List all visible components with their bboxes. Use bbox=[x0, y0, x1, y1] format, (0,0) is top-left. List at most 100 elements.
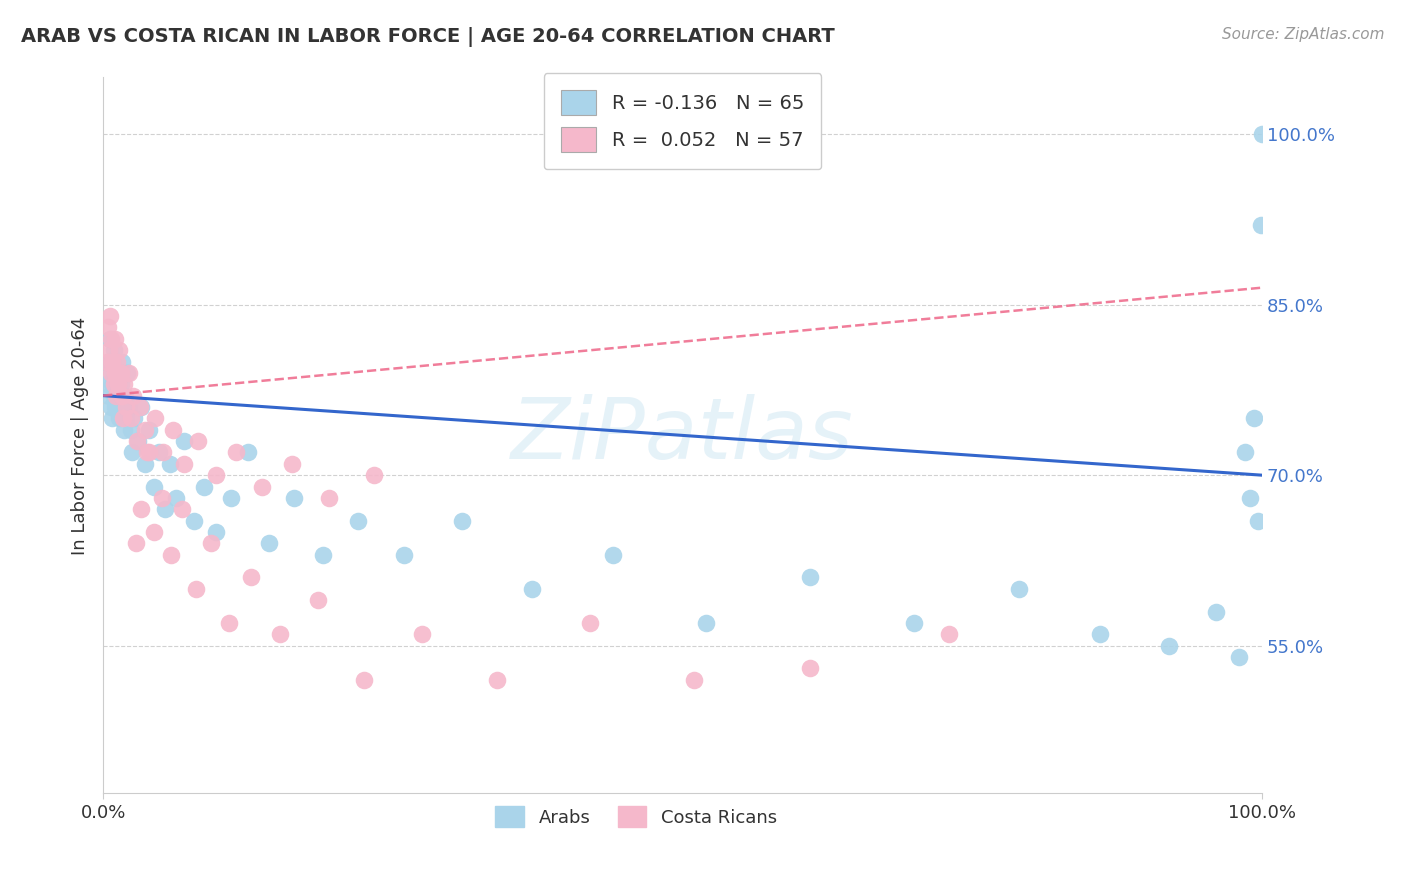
Point bbox=[100, 332, 122, 346]
Point bbox=[173, 434, 195, 448]
Point bbox=[184, 582, 207, 596]
Point bbox=[115, 411, 138, 425]
Point bbox=[122, 389, 145, 403]
Point bbox=[112, 423, 135, 437]
Point bbox=[1227, 650, 1250, 665]
Point bbox=[162, 423, 184, 437]
Point bbox=[486, 673, 509, 687]
Point bbox=[307, 593, 329, 607]
Point bbox=[257, 536, 280, 550]
Point bbox=[97, 343, 120, 358]
Point bbox=[115, 400, 138, 414]
Point bbox=[160, 548, 183, 562]
Point bbox=[125, 434, 148, 448]
Point bbox=[117, 400, 139, 414]
Point bbox=[111, 411, 134, 425]
Point bbox=[104, 400, 127, 414]
Point bbox=[117, 366, 139, 380]
Text: Source: ZipAtlas.com: Source: ZipAtlas.com bbox=[1222, 27, 1385, 42]
Point bbox=[1243, 411, 1265, 425]
Point bbox=[120, 423, 142, 437]
Text: ZiPatlas: ZiPatlas bbox=[512, 394, 853, 477]
Point bbox=[131, 400, 153, 414]
Point bbox=[98, 366, 121, 380]
Point bbox=[97, 389, 120, 403]
Point bbox=[159, 457, 181, 471]
Point bbox=[111, 354, 134, 368]
Point bbox=[98, 309, 121, 323]
Point bbox=[150, 491, 173, 505]
Legend: Arabs, Costa Ricans: Arabs, Costa Ricans bbox=[488, 799, 785, 834]
Point bbox=[1159, 639, 1181, 653]
Point bbox=[103, 343, 125, 358]
Point bbox=[187, 434, 209, 448]
Point bbox=[111, 400, 134, 414]
Point bbox=[240, 570, 263, 584]
Point bbox=[1247, 514, 1270, 528]
Point bbox=[143, 479, 166, 493]
Point bbox=[104, 332, 127, 346]
Point bbox=[138, 423, 160, 437]
Point bbox=[148, 445, 170, 459]
Point bbox=[193, 479, 215, 493]
Point bbox=[127, 434, 149, 448]
Point bbox=[1239, 491, 1261, 505]
Point bbox=[578, 615, 600, 630]
Point bbox=[695, 615, 717, 630]
Point bbox=[269, 627, 291, 641]
Point bbox=[799, 570, 821, 584]
Point bbox=[1007, 582, 1029, 596]
Point bbox=[112, 377, 135, 392]
Point bbox=[520, 582, 543, 596]
Point bbox=[143, 411, 166, 425]
Point bbox=[411, 627, 433, 641]
Point bbox=[170, 502, 193, 516]
Point bbox=[312, 548, 335, 562]
Point bbox=[1205, 605, 1227, 619]
Point bbox=[101, 411, 124, 425]
Point bbox=[136, 445, 159, 459]
Point bbox=[104, 366, 127, 380]
Point bbox=[104, 366, 127, 380]
Point bbox=[96, 377, 118, 392]
Point bbox=[683, 673, 706, 687]
Point bbox=[173, 457, 195, 471]
Point bbox=[100, 366, 122, 380]
Point bbox=[104, 377, 127, 392]
Text: ARAB VS COSTA RICAN IN LABOR FORCE | AGE 20-64 CORRELATION CHART: ARAB VS COSTA RICAN IN LABOR FORCE | AGE… bbox=[21, 27, 835, 46]
Point bbox=[938, 627, 960, 641]
Point bbox=[353, 673, 375, 687]
Point bbox=[103, 377, 125, 392]
Point bbox=[451, 514, 474, 528]
Point bbox=[134, 423, 156, 437]
Point bbox=[100, 354, 122, 368]
Point bbox=[347, 514, 370, 528]
Point bbox=[250, 479, 273, 493]
Point bbox=[219, 491, 242, 505]
Point bbox=[1233, 445, 1256, 459]
Point bbox=[204, 468, 226, 483]
Point bbox=[101, 354, 124, 368]
Point bbox=[129, 400, 152, 414]
Point bbox=[110, 377, 132, 392]
Point bbox=[96, 354, 118, 368]
Point bbox=[236, 445, 259, 459]
Point bbox=[107, 366, 129, 380]
Point bbox=[799, 661, 821, 675]
Point bbox=[105, 354, 128, 368]
Point bbox=[97, 320, 120, 334]
Point bbox=[165, 491, 187, 505]
Point bbox=[318, 491, 340, 505]
Point bbox=[394, 548, 416, 562]
Point bbox=[283, 491, 305, 505]
Point bbox=[281, 457, 304, 471]
Point bbox=[124, 411, 146, 425]
Point bbox=[97, 354, 120, 368]
Point bbox=[110, 366, 132, 380]
Point bbox=[117, 366, 139, 380]
Point bbox=[218, 615, 240, 630]
Point bbox=[134, 457, 156, 471]
Point bbox=[124, 536, 146, 550]
Point bbox=[111, 389, 134, 403]
Point bbox=[98, 332, 121, 346]
